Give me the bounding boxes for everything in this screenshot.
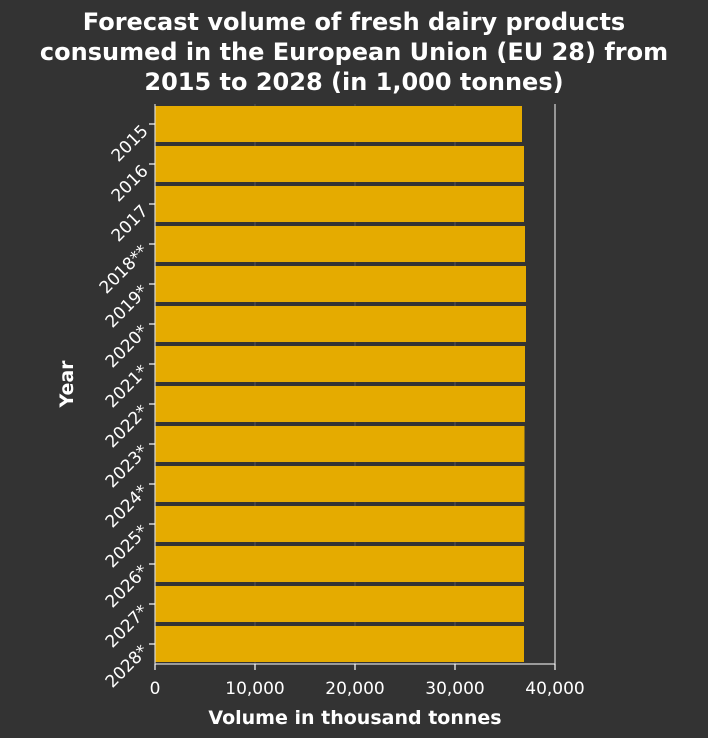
bar-2025* — [155, 506, 525, 542]
bar-2016 — [155, 146, 524, 182]
bar-2027* — [155, 586, 524, 622]
y-tick-label-2025*: 2025* — [102, 521, 153, 572]
chart-title-line-1: Forecast volume of fresh dairy products — [83, 8, 625, 36]
bar-2028* — [155, 626, 524, 662]
y-tick-label-2023*: 2023* — [102, 441, 153, 492]
chart-title-line-2: consumed in the European Union (EU 28) f… — [40, 38, 668, 66]
bar-2022* — [155, 386, 525, 422]
y-tick-label-2017: 2017 — [108, 201, 153, 246]
bar-2026* — [155, 546, 524, 582]
x-tick-label-4: 40,000 — [525, 679, 584, 699]
x-tick-label-1: 10,000 — [225, 679, 284, 699]
y-tick-labels: 2015201620172018**2019*2020*2021*2022*20… — [96, 121, 155, 692]
bar-2020* — [155, 306, 526, 342]
y-tick-label-2016: 2016 — [108, 161, 153, 206]
x-axis-label: Volume in thousand tonnes — [208, 707, 501, 729]
y-tick-label-2022*: 2022* — [102, 401, 153, 452]
bar-2021* — [155, 346, 525, 382]
x-tick-labels: 0 10,000 20,000 30,000 40,000 — [150, 664, 585, 699]
y-tick-label-2027*: 2027* — [102, 601, 153, 652]
chart-title: Forecast volume of fresh dairy products … — [40, 8, 668, 96]
x-tick-label-2: 20,000 — [325, 679, 384, 699]
y-tick-label-2024*: 2024* — [102, 481, 153, 532]
y-tick-label-2026*: 2026* — [102, 561, 153, 612]
chart-title-line-3: 2015 to 2028 (in 1,000 tonnes) — [144, 68, 563, 96]
bar-2019* — [155, 266, 526, 302]
bar-2018** — [155, 226, 525, 262]
bar-2024* — [155, 466, 525, 502]
y-tick-label-2021*: 2021* — [102, 361, 153, 412]
y-axis-label: Year — [56, 360, 78, 409]
x-tick-label-3: 30,000 — [425, 679, 484, 699]
x-tick-label-0: 0 — [150, 679, 161, 699]
bar-2023* — [155, 426, 525, 462]
y-tick-label-2028*: 2028* — [102, 641, 153, 692]
y-tick-label-2020*: 2020* — [102, 321, 153, 372]
bar-2015 — [155, 106, 522, 142]
bars — [155, 106, 526, 662]
y-tick-label-2015: 2015 — [108, 121, 153, 166]
bar-2017 — [155, 186, 524, 222]
